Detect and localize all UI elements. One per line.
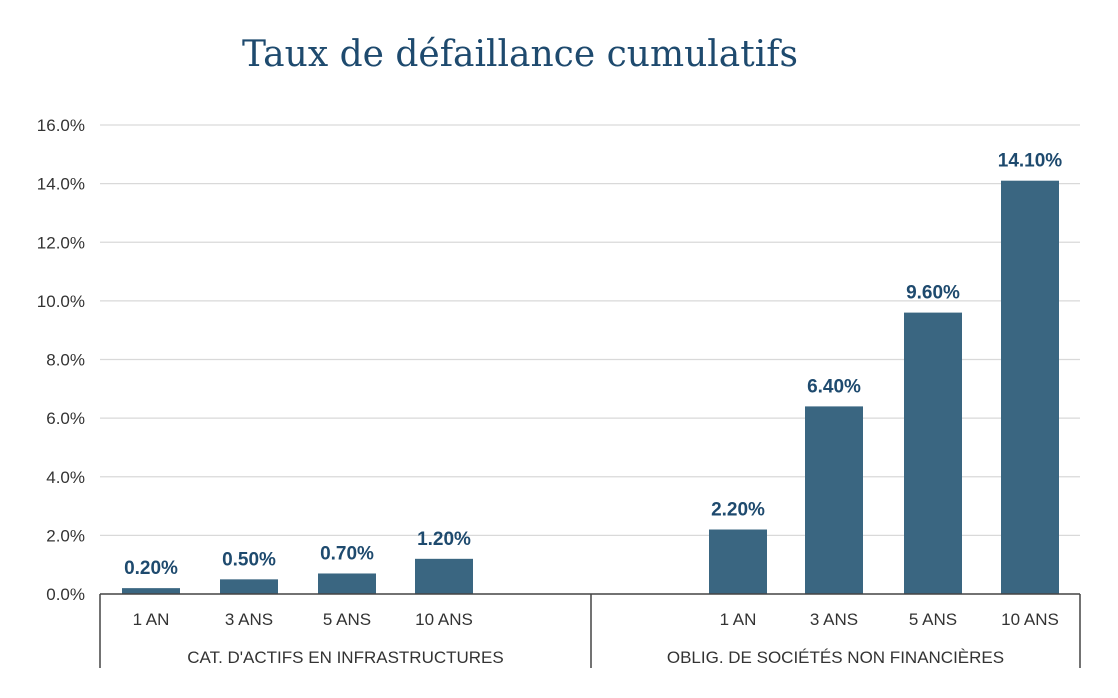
x-tick-label: 3 ANS	[810, 610, 858, 629]
x-axis-group-labels: CAT. D'ACTIFS EN INFRASTRUCTURES OBLIG. D…	[187, 648, 1004, 667]
data-label: 0.50%	[222, 549, 276, 570]
bar-infra-2	[318, 573, 376, 594]
group-label: OBLIG. DE SOCIÉTÉS NON FINANCIÈRES	[667, 648, 1004, 667]
data-label: 6.40%	[807, 376, 861, 397]
y-axis-ticks: 0.0% 2.0% 4.0% 6.0% 8.0% 10.0% 12.0% 14.0% 16.0%	[37, 116, 85, 604]
y-tick-label: 8.0%	[46, 351, 85, 370]
y-tick-label: 6.0%	[46, 409, 85, 428]
data-label: 0.70%	[320, 543, 374, 564]
data-label: 9.60%	[906, 283, 960, 304]
y-tick-label: 10.0%	[37, 292, 85, 311]
bar-corp-1	[805, 406, 863, 594]
y-tick-label: 12.0%	[37, 233, 85, 252]
bar-infra-1	[220, 579, 278, 594]
data-labels: 0.20% 0.50% 0.70% 1.20% 2.20% 6.40% 9.60% 14.10…	[124, 151, 1062, 579]
x-tick-label: 10 ANS	[1001, 610, 1059, 629]
bar-infra-3	[415, 558, 473, 594]
bar-corp-3	[1001, 180, 1059, 594]
data-label: 1.20%	[417, 529, 471, 550]
y-tick-label: 2.0%	[46, 526, 85, 545]
x-tick-label: 1 AN	[720, 610, 757, 629]
x-tick-label: 3 ANS	[225, 610, 273, 629]
x-tick-label: 1 AN	[133, 610, 170, 629]
y-tick-label: 0.0%	[46, 585, 85, 604]
y-tick-label: 16.0%	[37, 116, 85, 135]
x-tick-label: 10 ANS	[415, 610, 473, 629]
bars	[122, 180, 1059, 594]
x-axis-ticks: 1 AN 3 ANS 5 ANS 10 ANS 1 AN 3 ANS 5 ANS 10 ANS	[133, 610, 1059, 629]
y-tick-label: 4.0%	[46, 468, 85, 487]
chart-title: Taux de défaillance cumulatifs	[242, 34, 798, 75]
bar-corp-2	[904, 312, 962, 594]
group-label: CAT. D'ACTIFS EN INFRASTRUCTURES	[187, 648, 504, 667]
x-tick-label: 5 ANS	[323, 610, 371, 629]
data-label: 0.20%	[124, 558, 178, 579]
x-axis	[99, 593, 1081, 668]
data-label: 2.20%	[711, 500, 765, 521]
gridlines	[100, 124, 1080, 536]
data-label: 14.10%	[998, 151, 1063, 172]
x-tick-label: 5 ANS	[909, 610, 957, 629]
bar-infra-0	[122, 588, 180, 594]
y-tick-label: 14.0%	[37, 175, 85, 194]
bar-corp-0	[709, 529, 767, 594]
